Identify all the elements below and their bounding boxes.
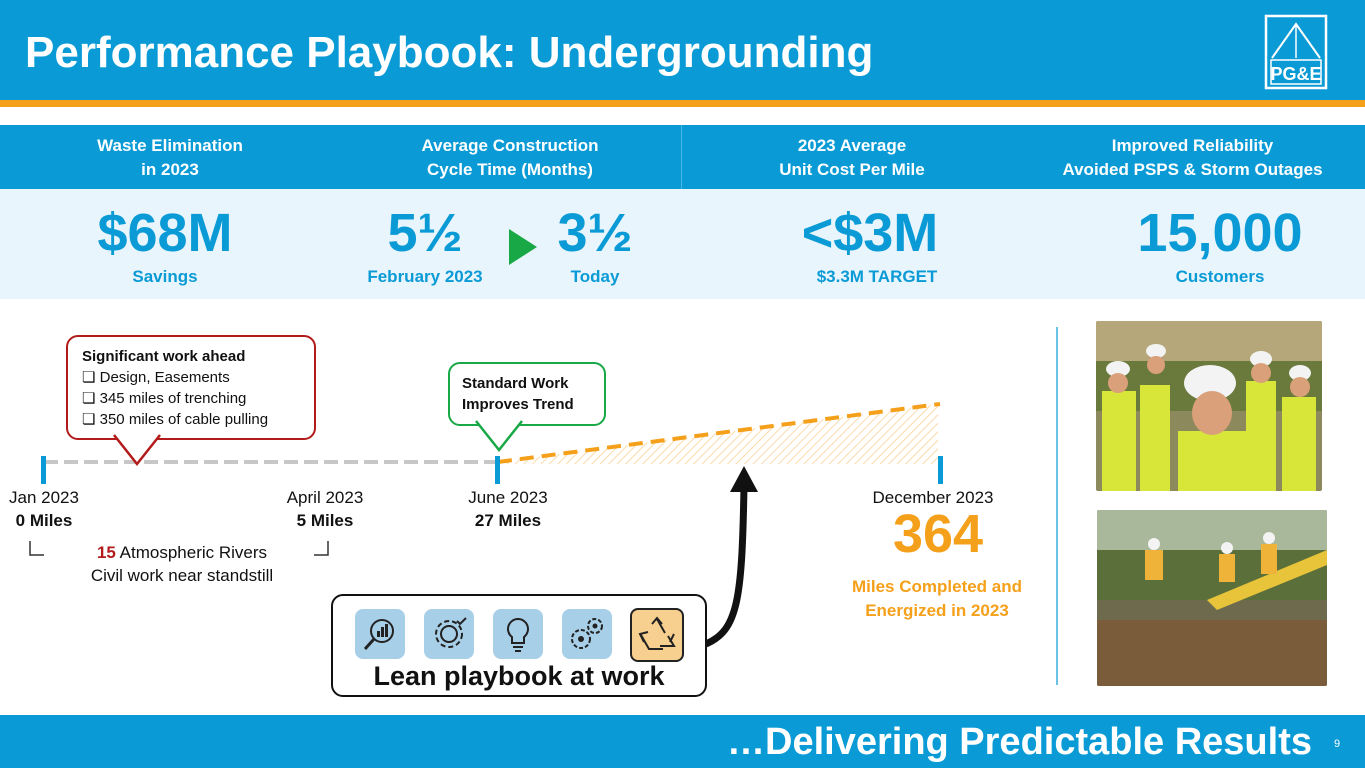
projected-trend-line — [497, 402, 941, 464]
callout-pointer-red — [113, 434, 161, 467]
kpi-divider — [681, 125, 682, 189]
page-title: Performance Playbook: Undergrounding — [25, 28, 874, 77]
title-bar — [0, 0, 1365, 100]
arrowhead — [730, 466, 758, 492]
gear-thumbs-up-icon — [424, 609, 474, 659]
standard-work-callout: Standard Work Improves Trend — [448, 362, 606, 426]
callout-pointer-green — [475, 420, 523, 453]
kpi-waste-label: Savings — [132, 267, 198, 286]
tick-dec — [938, 456, 943, 484]
miles-completed-value: 364 — [892, 504, 984, 564]
kpi-cycle-to-value: 3½ — [557, 203, 633, 263]
work-ahead-callout: Significant work ahead ❏ Design, Easemen… — [66, 335, 316, 440]
bracket-left — [29, 541, 44, 556]
kpi-waste-heading: Waste Elimination in 2023 — [97, 136, 243, 179]
kpi-cost-label: $3.3M TARGET — [816, 267, 938, 286]
progress-arrow — [704, 485, 748, 648]
lean-playbook-label: Lean playbook at work — [373, 661, 665, 691]
timeline-jun: June 2023 27 Miles — [468, 488, 548, 530]
work-item: ❏ 350 miles of cable pulling — [82, 411, 269, 428]
gears-icon — [562, 609, 612, 659]
footer-bar — [0, 715, 1365, 768]
checkbox-icon: ❏ — [82, 369, 96, 386]
miles-completed-label: Miles Completed and Energized in 2023 — [851, 577, 1023, 620]
footer-tagline: …Delivering Predictable Results — [727, 721, 1312, 763]
kpi-waste-value: $68M — [97, 203, 233, 263]
timeline-jan: Jan 2023 0 Miles — [9, 488, 79, 530]
construction-crew-photo — [1097, 510, 1327, 686]
lightbulb-gear-icon — [493, 609, 543, 659]
timeline-apr: April 2023 5 Miles — [286, 488, 364, 530]
kpi-cycle-to-label: Today — [570, 267, 620, 286]
checkbox-icon: ❏ — [82, 390, 96, 407]
pge-logo: PG&E — [1264, 14, 1328, 90]
work-item: ❏ Design, Easements — [82, 369, 230, 386]
kpi-cycle-heading: Average Construction Cycle Time (Months) — [421, 136, 599, 179]
arrow-right-icon — [509, 229, 537, 265]
section-divider — [1056, 327, 1058, 685]
bracket-right — [314, 541, 329, 556]
kpi-cycle-from-label: February 2023 — [367, 267, 483, 286]
crew-selfie-photo — [1096, 321, 1322, 491]
accent-divider — [0, 100, 1365, 107]
kpi-reliability-label: Customers — [1175, 267, 1265, 286]
timeline-graphic — [29, 402, 943, 648]
work-ahead-title: Significant work ahead — [82, 348, 246, 365]
recycle-icon — [630, 608, 684, 662]
page-number: 9 — [1334, 738, 1341, 750]
kpi-cost-value: <$3M — [801, 203, 939, 263]
kpi-header-band — [0, 125, 1365, 189]
atmospheric-rivers-note: 15 Atmospheric Rivers Civil work near st… — [90, 543, 274, 585]
magnifier-chart-icon — [355, 609, 405, 659]
work-item: ❏ 345 miles of trenching — [82, 390, 247, 407]
logo-text: PG&E — [1270, 64, 1321, 84]
timeline-dec: December 2023 — [872, 488, 994, 507]
kpi-reliability-value: 15,000 — [1137, 203, 1303, 263]
tick-jun — [495, 456, 500, 484]
kpi-cost-heading: 2023 Average Unit Cost Per Mile — [779, 136, 925, 179]
kpi-values-band — [0, 189, 1365, 299]
checkbox-icon: ❏ — [82, 411, 96, 428]
tick-jan — [41, 456, 46, 484]
kpi-reliability-heading: Improved Reliability Avoided PSPS & Storm… — [1062, 136, 1323, 179]
kpi-cycle-from-value: 5½ — [387, 203, 463, 263]
